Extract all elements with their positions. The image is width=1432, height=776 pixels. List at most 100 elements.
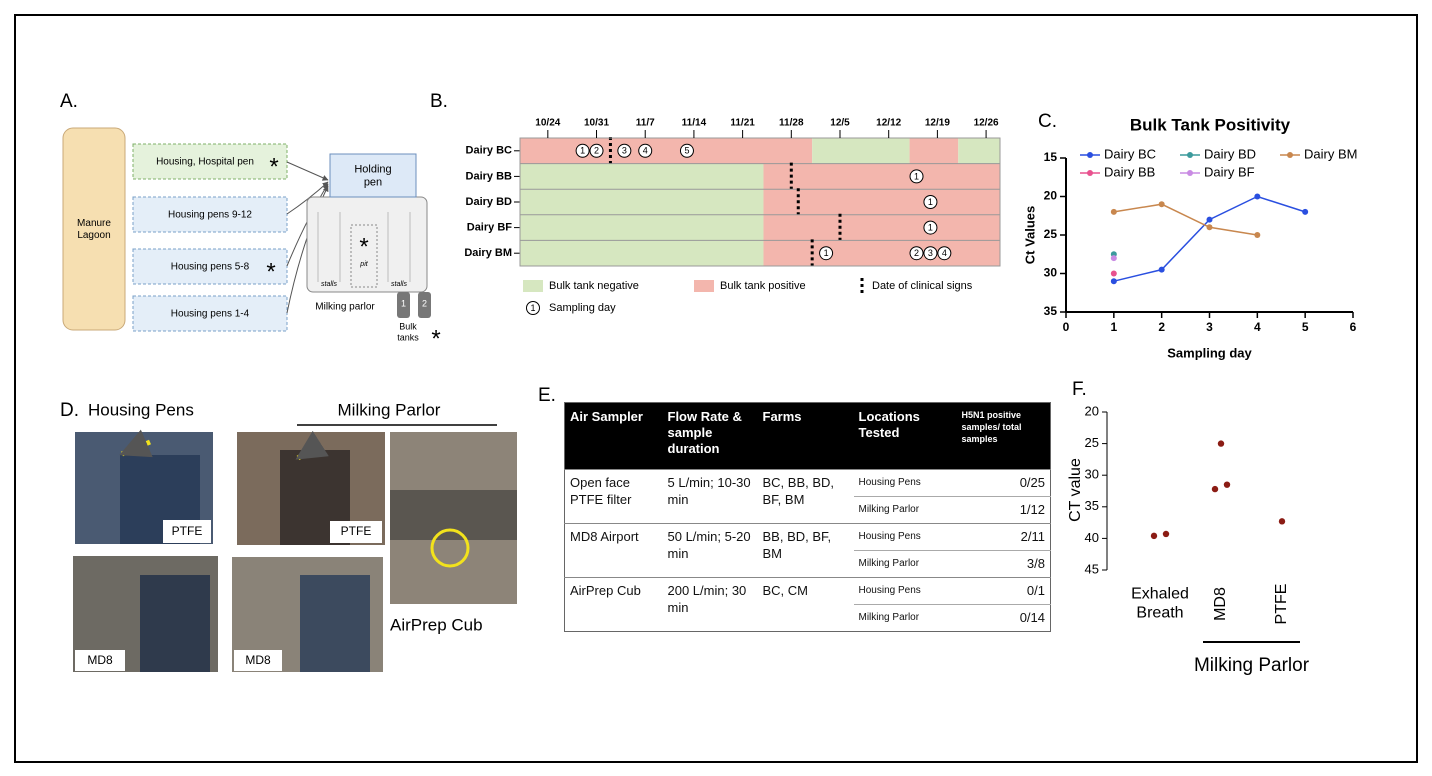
holding-pen-label: Holding pen [354, 163, 391, 188]
legend-marker [1187, 152, 1193, 158]
data-point [1254, 232, 1261, 238]
pen-box [132, 196, 288, 233]
panel-label: C. [1038, 111, 1057, 132]
y-axis-label: CT value [1067, 458, 1084, 522]
status-segment [958, 138, 1000, 164]
y-tick-label: 30 [1044, 266, 1058, 280]
series-line [1113, 195, 1306, 282]
legend-swatch [523, 280, 543, 292]
asterisk: * [431, 325, 440, 352]
legend-label: Bulk tank negative [549, 280, 639, 292]
cell: Housing Pens [853, 523, 957, 551]
status-segment [763, 214, 1000, 241]
sampling-number: 1 [928, 222, 933, 232]
row-label: Dairy BM [464, 247, 512, 259]
holding-pen [329, 153, 417, 198]
cell: 1/12 [956, 496, 1051, 524]
stalls-label: stalls [391, 281, 407, 288]
x-tick-label: 11/7 [636, 118, 655, 129]
data-point [1110, 270, 1117, 277]
data-point [1217, 440, 1225, 447]
data-point [1150, 532, 1158, 540]
legend-label: Date of clinical signs [872, 280, 973, 292]
legend-label: Dairy BD [1204, 146, 1256, 161]
sampler-table: Air Sampler Flow Rate & sample duration … [564, 402, 1051, 632]
tanks-label: Bulk tanks [397, 322, 419, 343]
x-tick-label: 2 [1158, 320, 1165, 334]
photo-label: MD8 [87, 653, 113, 667]
lagoon-label: Manure Lagoon [77, 218, 111, 241]
header-cell: Flow Rate & sample duration [662, 402, 758, 470]
sampling-number: 5 [684, 146, 689, 156]
photo-detail [390, 490, 517, 540]
x-tick-label: 5 [1302, 320, 1309, 334]
tank-number: 2 [422, 298, 427, 308]
pen-box [132, 143, 288, 180]
cell: 0/25 [956, 469, 1051, 497]
x-tick-label: 12/12 [876, 118, 901, 129]
legend-swatch [694, 280, 714, 292]
asterisk: * [269, 153, 278, 180]
legend-marker [1087, 152, 1093, 158]
table-row: AirPrep Cub 200 L/min; 30 min BC, CM Hou… [564, 577, 1051, 632]
data-point [1110, 278, 1117, 285]
y-tick-label: 40 [1085, 530, 1099, 545]
y-tick-label: 15 [1044, 150, 1058, 164]
table-row: Open face PTFE filter 5 L/min; 10-30 min… [564, 469, 1051, 524]
frame [14, 14, 1418, 763]
photo-label: PTFE [172, 524, 203, 538]
legend-label: Dairy BM [1304, 146, 1357, 161]
sampling-number: 4 [942, 248, 947, 258]
panel-label: E. [538, 385, 556, 406]
cell: Milking Parlor [853, 604, 957, 632]
y-tick-label: 35 [1044, 304, 1058, 318]
chart-title: Bulk Tank Positivity [1130, 115, 1291, 134]
sampling-day [909, 169, 924, 184]
photo-label: MD8 [245, 653, 271, 667]
panel-label: A. [60, 91, 78, 112]
status-segment [763, 189, 1000, 215]
sampling-day [638, 143, 653, 158]
data-point [1302, 208, 1309, 215]
sampling-number: 1 [824, 248, 829, 258]
table-row: Milking Parlor 3/8 [565, 550, 1051, 578]
y-tick-label: 30 [1085, 467, 1099, 482]
cell: Milking Parlor [853, 550, 957, 578]
cell: BB, BD, BF, BM [757, 523, 854, 578]
header-row: Air Sampler Flow Rate & sample duration … [564, 402, 1051, 470]
pen-label: Housing, Hospital pen [156, 157, 254, 168]
pen-label: Housing pens 1-4 [171, 309, 250, 320]
photo-label: AirPrep Cub [390, 615, 483, 634]
sampling-number: 1 [914, 171, 919, 181]
parlor-label: Milking parlor [315, 302, 375, 313]
x-tick-label: Exhaled Breath [1131, 586, 1189, 622]
legend-label: Bulk tank positive [720, 280, 806, 292]
cell: 50 L/min; 5-20 min [662, 523, 758, 578]
panel-label: B. [430, 91, 448, 112]
sampling-number: 3 [928, 248, 933, 258]
sampling-day [937, 246, 952, 261]
x-tick-label: 6 [1350, 320, 1357, 334]
legend-label: Dairy BC [1104, 146, 1156, 161]
group-label: Milking Parlor [1194, 655, 1310, 676]
data-point [1206, 216, 1213, 223]
status-segment [763, 240, 1000, 266]
sampling-number: 1 [580, 146, 585, 156]
row-label: Dairy BB [466, 170, 513, 182]
sampling-number: 2 [914, 248, 919, 258]
series-line [1113, 203, 1258, 236]
y-tick-label: 45 [1085, 561, 1099, 576]
panel-label: F. [1072, 379, 1087, 400]
photo-arrow [119, 429, 153, 458]
status-segment [812, 138, 910, 164]
sampling-day [923, 195, 938, 209]
cell: Housing Pens [853, 469, 957, 497]
stalls-label: stalls [321, 281, 337, 288]
legend-marker [1187, 170, 1193, 176]
legend-label: Sampling day [549, 302, 616, 314]
x-tick-label: 10/31 [584, 118, 609, 129]
cell: 2/11 [956, 523, 1051, 551]
x-tick-label: 3 [1206, 320, 1213, 334]
